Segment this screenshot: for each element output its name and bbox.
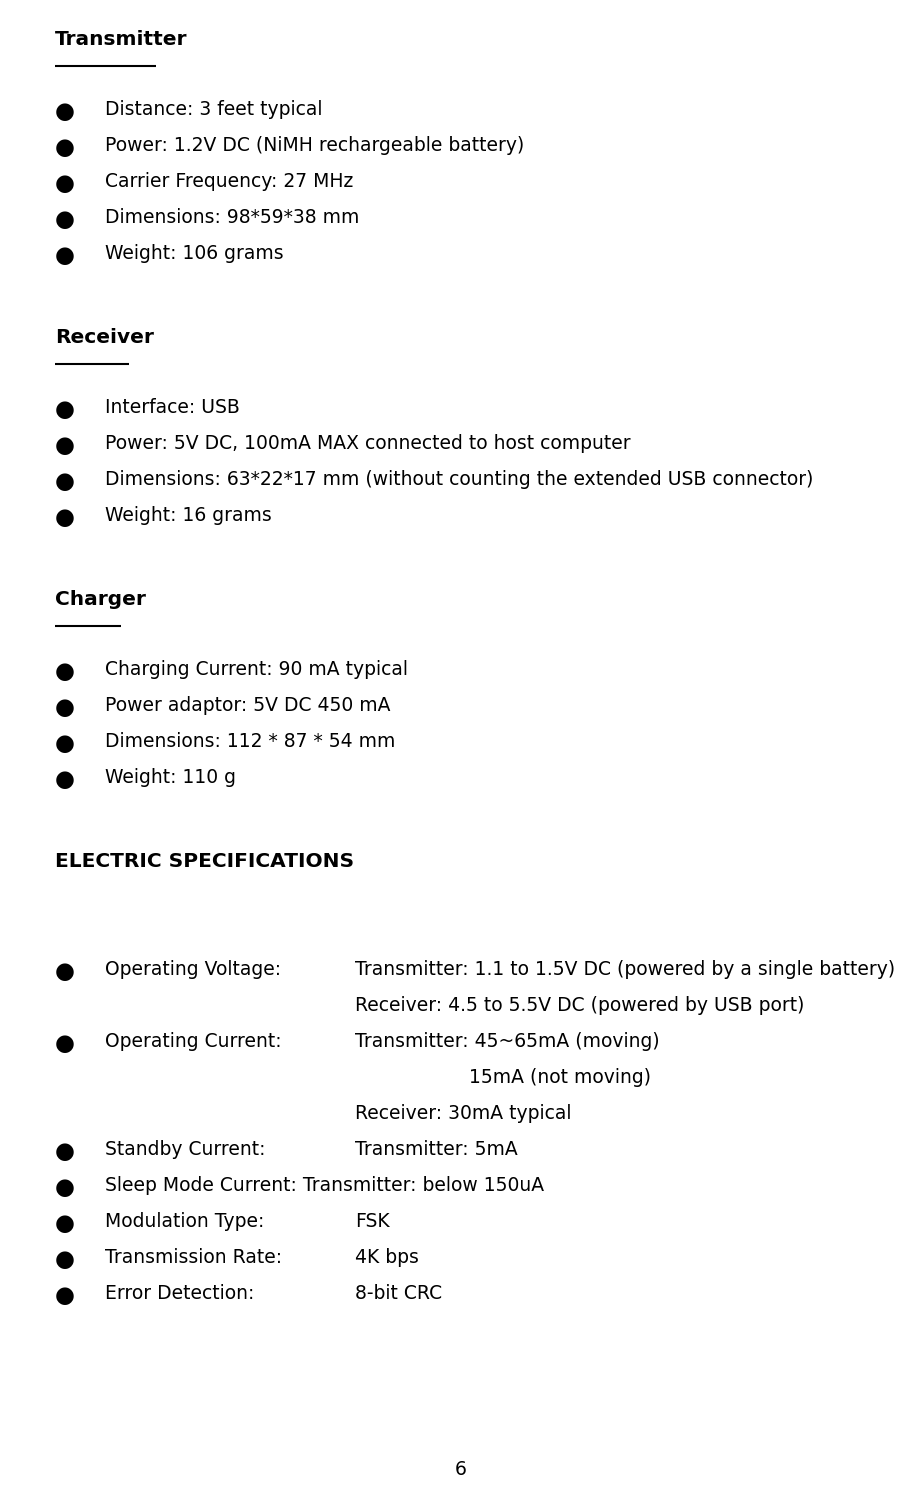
- Text: ●: ●: [55, 507, 75, 529]
- Text: 6: 6: [455, 1461, 466, 1479]
- Text: Transmitter: 1.1 to 1.5V DC (powered by a single battery): Transmitter: 1.1 to 1.5V DC (powered by …: [355, 960, 895, 979]
- Text: Error Detection:: Error Detection:: [105, 1284, 254, 1303]
- Text: Distance: 3 feet typical: Distance: 3 feet typical: [105, 100, 322, 119]
- Text: ●: ●: [55, 1140, 75, 1164]
- Text: Charger: Charger: [55, 590, 146, 609]
- Text: 4K bps: 4K bps: [355, 1248, 419, 1268]
- Text: Charging Current: 90 mA typical: Charging Current: 90 mA typical: [105, 660, 408, 679]
- Text: ●: ●: [55, 137, 75, 159]
- Text: Receiver: Receiver: [55, 328, 154, 348]
- Text: ●: ●: [55, 100, 75, 123]
- Text: ●: ●: [55, 960, 75, 984]
- Text: ●: ●: [55, 1248, 75, 1271]
- Text: Interface: USB: Interface: USB: [105, 398, 239, 418]
- Text: ●: ●: [55, 1175, 75, 1199]
- Text: Dimensions: 63*22*17 mm (without counting the extended USB connector): Dimensions: 63*22*17 mm (without countin…: [105, 470, 813, 489]
- Text: Operating Current:: Operating Current:: [105, 1031, 282, 1051]
- Text: ●: ●: [55, 172, 75, 195]
- Text: Weight: 110 g: Weight: 110 g: [105, 768, 236, 788]
- Text: ●: ●: [55, 1031, 75, 1055]
- Text: Transmitter: Transmitter: [55, 30, 188, 49]
- Text: Receiver: 30mA typical: Receiver: 30mA typical: [355, 1104, 572, 1123]
- Text: ●: ●: [55, 470, 75, 493]
- Text: Power: 1.2V DC (NiMH rechargeable battery): Power: 1.2V DC (NiMH rechargeable batter…: [105, 137, 524, 155]
- Text: Weight: 16 grams: Weight: 16 grams: [105, 507, 272, 525]
- Text: Dimensions: 98*59*38 mm: Dimensions: 98*59*38 mm: [105, 208, 359, 227]
- Text: Transmitter: 5mA: Transmitter: 5mA: [355, 1140, 518, 1159]
- Text: FSK: FSK: [355, 1213, 390, 1230]
- Text: Operating Voltage:: Operating Voltage:: [105, 960, 281, 979]
- Text: ●: ●: [55, 733, 75, 755]
- Text: ELECTRIC SPECIFICATIONS: ELECTRIC SPECIFICATIONS: [55, 851, 355, 871]
- Text: ●: ●: [55, 244, 75, 267]
- Text: ●: ●: [55, 398, 75, 421]
- Text: ●: ●: [55, 434, 75, 458]
- Text: Power adaptor: 5V DC 450 mA: Power adaptor: 5V DC 450 mA: [105, 695, 391, 715]
- Text: Weight: 106 grams: Weight: 106 grams: [105, 244, 284, 263]
- Text: Dimensions: 112 * 87 * 54 mm: Dimensions: 112 * 87 * 54 mm: [105, 733, 395, 750]
- Text: ●: ●: [55, 660, 75, 684]
- Text: Power: 5V DC, 100mA MAX connected to host computer: Power: 5V DC, 100mA MAX connected to hos…: [105, 434, 631, 453]
- Text: ●: ●: [55, 208, 75, 230]
- Text: Modulation Type:: Modulation Type:: [105, 1213, 264, 1230]
- Text: Carrier Frequency: 27 MHz: Carrier Frequency: 27 MHz: [105, 172, 354, 192]
- Text: ●: ●: [55, 1284, 75, 1308]
- Text: Sleep Mode Current: Transmitter: below 150uA: Sleep Mode Current: Transmitter: below 1…: [105, 1175, 544, 1195]
- Text: ●: ●: [55, 768, 75, 791]
- Text: Standby Current:: Standby Current:: [105, 1140, 265, 1159]
- Text: ●: ●: [55, 1213, 75, 1235]
- Text: Transmitter: 45~65mA (moving): Transmitter: 45~65mA (moving): [355, 1031, 659, 1051]
- Text: Transmission Rate:: Transmission Rate:: [105, 1248, 282, 1268]
- Text: ●: ●: [55, 695, 75, 719]
- Text: 8-bit CRC: 8-bit CRC: [355, 1284, 442, 1303]
- Text: Receiver: 4.5 to 5.5V DC (powered by USB port): Receiver: 4.5 to 5.5V DC (powered by USB…: [355, 996, 804, 1015]
- Text: 15mA (not moving): 15mA (not moving): [355, 1068, 651, 1086]
